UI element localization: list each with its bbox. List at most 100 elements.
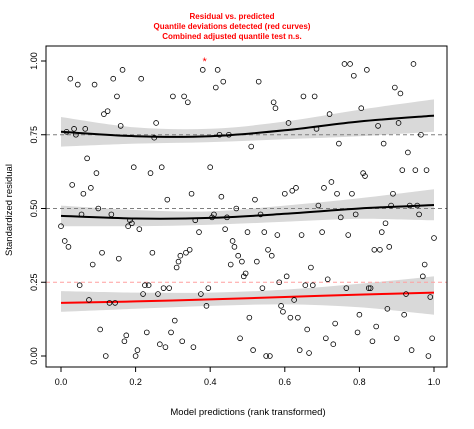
residual-point bbox=[123, 332, 130, 339]
residual-point bbox=[304, 326, 310, 333]
residual-point bbox=[295, 314, 301, 321]
residual-point bbox=[74, 81, 81, 88]
residual-point bbox=[420, 273, 426, 280]
residual-point bbox=[78, 211, 85, 218]
quantile-band-1 bbox=[61, 276, 434, 315]
residual-point bbox=[173, 264, 180, 271]
residual-point bbox=[405, 149, 411, 156]
residual-point bbox=[130, 164, 137, 171]
residual-point bbox=[153, 120, 159, 126]
residual-point bbox=[378, 229, 385, 235]
residual-point bbox=[347, 61, 353, 67]
residual-point bbox=[61, 238, 68, 244]
residual-point bbox=[384, 305, 391, 312]
residual-point bbox=[386, 244, 393, 250]
residual-point bbox=[421, 261, 428, 268]
residual-point bbox=[358, 105, 365, 111]
residual-point bbox=[244, 229, 251, 235]
residual-point bbox=[246, 314, 253, 321]
residual-point bbox=[293, 185, 299, 191]
residual-point bbox=[106, 300, 113, 306]
residual-point bbox=[142, 282, 148, 289]
residual-point bbox=[369, 338, 376, 345]
residual-point bbox=[276, 279, 283, 286]
residual-point bbox=[73, 131, 79, 138]
residual-point bbox=[220, 78, 227, 85]
residual-point bbox=[336, 140, 342, 147]
residual-point bbox=[226, 131, 232, 138]
residual-point bbox=[102, 353, 109, 359]
residual-point bbox=[306, 350, 312, 356]
x-tick-label: 0.4 bbox=[204, 377, 217, 387]
residual-point bbox=[203, 303, 210, 309]
residual-point bbox=[240, 273, 247, 280]
y-tick-label: 1.00 bbox=[29, 52, 39, 70]
residual-point bbox=[207, 164, 214, 171]
outlier-marker: * bbox=[202, 56, 207, 68]
residual-point bbox=[285, 120, 292, 126]
residual-point bbox=[192, 217, 199, 224]
residual-point bbox=[65, 244, 72, 250]
residual-point bbox=[364, 67, 370, 73]
residual-point bbox=[166, 285, 172, 291]
residual-point bbox=[63, 129, 70, 135]
residual-point bbox=[289, 188, 296, 194]
residual-point bbox=[138, 75, 144, 82]
residual-point bbox=[330, 341, 337, 348]
residual-point bbox=[274, 232, 281, 238]
residual-point bbox=[332, 320, 338, 327]
residual-point bbox=[127, 217, 133, 224]
residual-point bbox=[265, 247, 271, 253]
residual-point bbox=[76, 282, 83, 289]
residual-point bbox=[88, 185, 94, 191]
x-tick-label: 1.0 bbox=[428, 377, 441, 387]
residual-point bbox=[110, 75, 117, 82]
residual-point bbox=[392, 84, 398, 91]
residual-point bbox=[341, 61, 348, 67]
residual-point bbox=[212, 84, 219, 91]
residual-point bbox=[91, 81, 98, 88]
residual-point bbox=[134, 347, 141, 353]
residual-point bbox=[117, 123, 124, 129]
residual-point bbox=[233, 205, 240, 212]
residual-point bbox=[149, 249, 156, 256]
residual-point bbox=[216, 131, 223, 138]
residual-point bbox=[227, 261, 234, 268]
residual-point bbox=[257, 211, 264, 218]
residual-point bbox=[101, 111, 107, 117]
residual-point bbox=[164, 196, 171, 203]
residual-point bbox=[373, 323, 379, 330]
residual-point bbox=[261, 229, 268, 235]
residual-point bbox=[179, 338, 186, 345]
residual-point bbox=[311, 93, 318, 100]
residual-point bbox=[414, 202, 421, 209]
residual-point bbox=[425, 353, 432, 359]
title-line-3: Combined adjusted quantile test n.s. bbox=[162, 32, 302, 41]
residual-point bbox=[168, 329, 174, 336]
residual-point bbox=[334, 190, 340, 197]
residual-point bbox=[356, 311, 363, 318]
residual-point bbox=[132, 353, 139, 359]
residual-point bbox=[431, 235, 437, 241]
residual-point bbox=[69, 182, 75, 188]
residual-point bbox=[125, 223, 131, 230]
residual-point bbox=[406, 202, 413, 209]
residual-point bbox=[190, 344, 197, 350]
residual-point bbox=[272, 105, 279, 111]
y-axis-ticks: 0.00 0.25 0.50 0.75 1.00 bbox=[29, 52, 46, 365]
x-axis-ticks: 0.0 0.2 0.4 0.6 0.8 1.0 bbox=[55, 367, 441, 387]
residual-point bbox=[155, 291, 161, 297]
residual-point bbox=[224, 214, 230, 221]
residual-point bbox=[145, 282, 152, 289]
residual-point bbox=[380, 140, 387, 147]
residual-point bbox=[267, 353, 273, 359]
residual-point bbox=[416, 211, 422, 218]
residual-point bbox=[351, 72, 357, 79]
y-tick-label: 0.75 bbox=[29, 126, 39, 144]
residual-point bbox=[309, 282, 316, 289]
residual-point bbox=[300, 93, 307, 100]
residual-point bbox=[235, 252, 241, 259]
residual-point bbox=[326, 111, 333, 117]
residual-point bbox=[343, 285, 350, 291]
residual-point bbox=[313, 126, 320, 132]
